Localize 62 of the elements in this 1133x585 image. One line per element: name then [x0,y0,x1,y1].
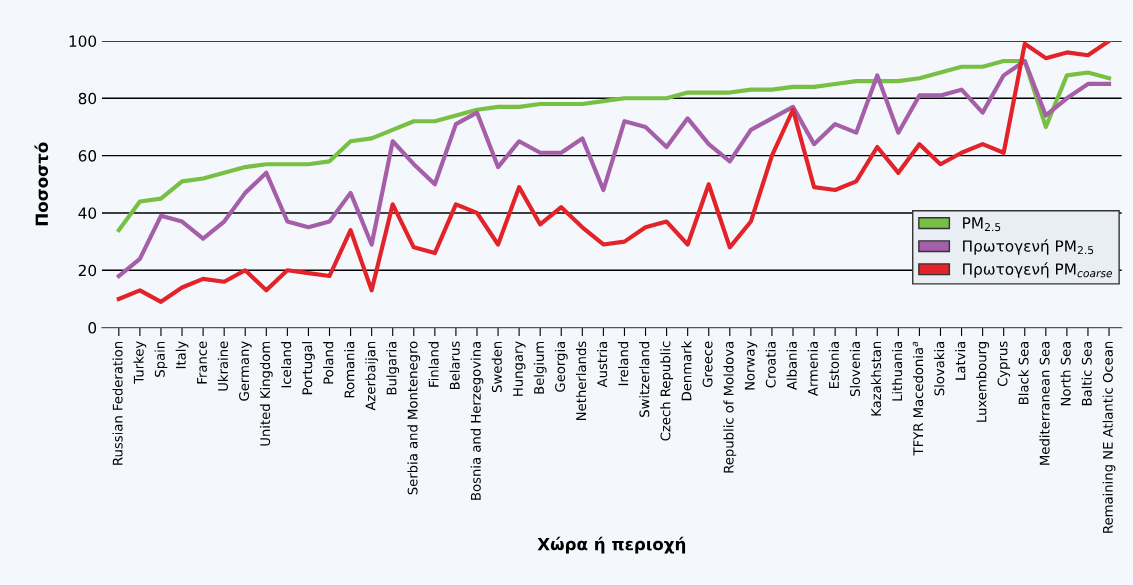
y-tick-label: 40 [78,207,97,219]
x-tick-label: Georgia [554,341,568,392]
y-axis-title: Ποσοστό [34,142,49,226]
x-tick-label: TFYR Macedonia$^{a}$ [912,341,924,456]
x-tick-label: Finland [428,341,439,387]
x-tick-label: Cyprus [997,341,1011,387]
x-tick-label: Luxembourg [976,342,989,422]
x-tick-label: Republic of Moldova [723,342,737,473]
y-tick-label: 100 [69,35,97,47]
x-tick-label: Russian Federation [112,341,123,465]
x-tick-label: Greece [702,341,713,388]
x-tick-label: Mediterranean Sea [1039,342,1050,465]
legend-label: PM$_{2.5}$ [963,217,1001,232]
x-tick-label: Norway [744,341,758,390]
x-tick-label: Netherlands [575,341,587,420]
x-tick-label: Latvia [955,341,966,380]
x-tick-label: Kazakhstan [870,341,882,416]
x-tick-label: Azerbaijan [365,341,379,411]
x-tick-label: North Sea [1060,341,1071,406]
x-tick-label: Baltic Sea [1081,341,1092,406]
x-tick-label: United Kingdom [259,341,273,446]
x-tick-label: Bulgaria [386,341,400,395]
x-tick-label: Estonia [828,341,839,389]
x-tick-label: Iceland [280,342,292,388]
x-tick-label: Denmark [681,340,692,401]
x-tick-label: Austria [597,341,608,388]
x-tick-label: Italy [175,341,189,369]
x-tick-label: Lithuania [891,341,903,401]
y-tick-label: 0 [88,322,97,334]
x-tick-label: Portugal [302,342,315,395]
legend-label: Πρωτογενή PM$_{2.5}$ [963,239,1094,255]
legend-label: Πρωτογενή PM$_{coarse}$ [963,262,1113,278]
x-tick-label: Belarus [449,341,460,390]
y-tick-label: 20 [78,264,97,277]
x-tick-label: Armenia [807,341,818,396]
x-tick-label: Spain [154,341,168,377]
x-tick-label: Croatia [765,341,776,388]
x-tick-label: Ireland [618,342,629,386]
x-tick-label: France [197,341,207,384]
line-series [116,58,1112,233]
x-tick-label: Hungary [513,341,526,396]
x-tick-label: Romania [344,341,355,398]
x-tick-label: Sweden [491,341,502,393]
x-axis-title: Χώρα ή περιοχή [537,536,686,554]
line-series [116,40,1112,304]
x-tick-label: Slovenia [849,342,861,397]
x-tick-label: Albania [786,341,797,390]
x-tick-label: Remaining NE Atlantic Ocean [1102,341,1116,533]
line-series [116,58,1112,279]
x-tick-label: Black Sea [1018,341,1029,404]
x-tick-label: Czech Republic [660,341,673,441]
x-tick-label: Switzerland [639,341,650,417]
y-tick-label: 60 [78,150,97,162]
x-tick-label: Germany [239,341,252,401]
x-tick-label: Turkey [133,341,147,384]
x-tick-label: Ukraine [217,341,228,391]
x-tick-label: Serbia and Montenegro [407,341,421,495]
y-tick-label: 80 [78,92,97,105]
x-tick-label: Poland [323,341,334,384]
x-tick-label: Bosnia and Herzegovina [470,342,484,500]
x-tick-label: Slovakia [934,341,945,396]
x-tick-label: Belgium [533,341,547,394]
